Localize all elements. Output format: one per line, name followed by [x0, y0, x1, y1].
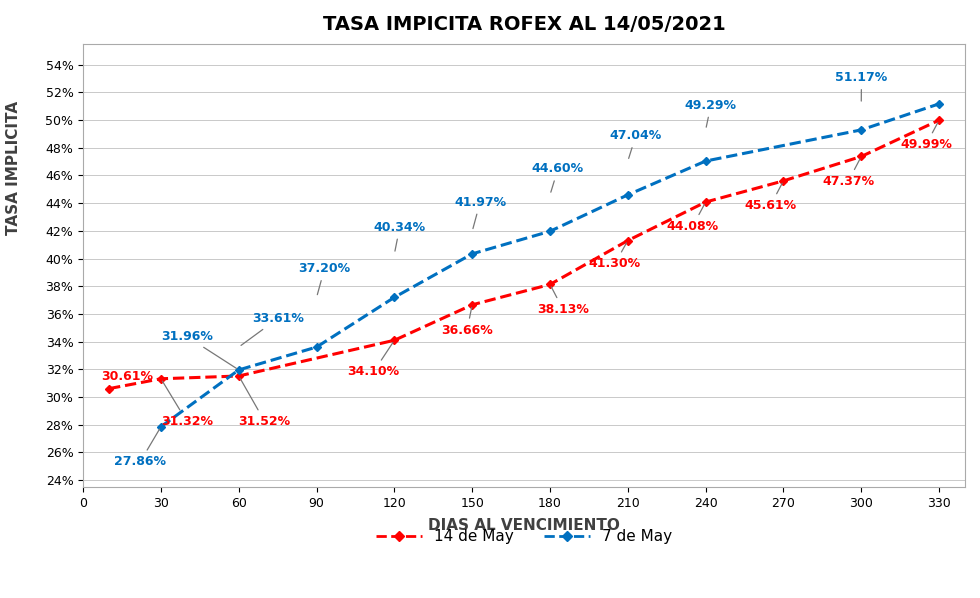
Text: 47.37%: 47.37% [822, 159, 874, 188]
Text: 27.86%: 27.86% [115, 429, 167, 468]
Text: 37.20%: 37.20% [299, 262, 351, 295]
Text: 40.34%: 40.34% [373, 221, 425, 251]
Text: 49.99%: 49.99% [901, 123, 952, 151]
Text: 47.04%: 47.04% [610, 129, 662, 158]
Text: 31.32%: 31.32% [161, 381, 213, 428]
Text: 38.13%: 38.13% [537, 287, 589, 316]
Text: 49.29%: 49.29% [685, 99, 737, 127]
Text: 51.17%: 51.17% [835, 71, 888, 101]
Text: 41.97%: 41.97% [454, 196, 507, 228]
Text: 44.08%: 44.08% [666, 205, 718, 233]
Legend: 14 de May, 7 de May: 14 de May, 7 de May [369, 523, 678, 550]
X-axis label: DIAS AL VENCIMIENTO: DIAS AL VENCIMIENTO [428, 518, 620, 533]
Text: 30.61%: 30.61% [101, 370, 153, 383]
Y-axis label: TASA IMPLICITA: TASA IMPLICITA [7, 101, 22, 235]
Text: 44.60%: 44.60% [532, 163, 584, 192]
Text: 31.96%: 31.96% [161, 330, 236, 368]
Text: 31.52%: 31.52% [239, 379, 291, 428]
Text: 45.61%: 45.61% [745, 184, 797, 212]
Text: 34.10%: 34.10% [348, 343, 400, 378]
Title: TASA IMPICITA ROFEX AL 14/05/2021: TASA IMPICITA ROFEX AL 14/05/2021 [322, 15, 725, 34]
Text: 33.61%: 33.61% [241, 312, 304, 346]
Text: 36.66%: 36.66% [441, 307, 493, 337]
Text: 41.30%: 41.30% [589, 243, 641, 270]
